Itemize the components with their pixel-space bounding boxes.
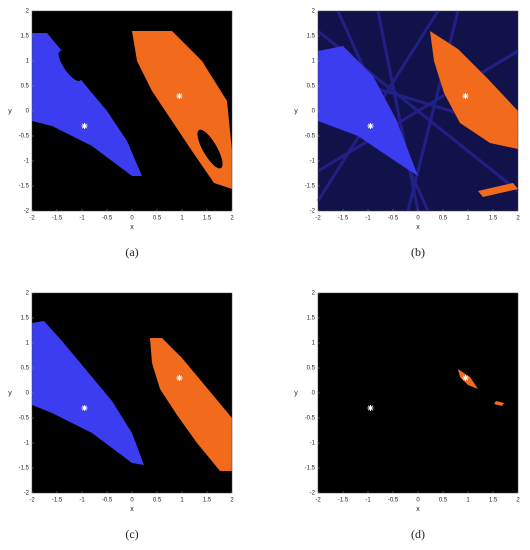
caption: (d) bbox=[411, 527, 425, 541]
basin-plot bbox=[316, 10, 519, 212]
y-tick-label: -1.5 bbox=[305, 184, 316, 190]
y-tick-label: 0 bbox=[312, 391, 316, 397]
x-tick-label: -2 bbox=[315, 498, 321, 504]
y-tick-label: 0.5 bbox=[21, 84, 30, 90]
x-tick-label: 2 bbox=[230, 498, 234, 504]
y-tick-label: 0 bbox=[26, 391, 30, 397]
x-tick-label: -1 bbox=[79, 498, 85, 504]
y-tick-label: -0.5 bbox=[19, 416, 30, 422]
root-marker bbox=[81, 123, 88, 129]
y-tick-label: 1 bbox=[26, 341, 30, 347]
root-marker bbox=[176, 93, 183, 99]
x-tick-label: 1 bbox=[180, 498, 184, 504]
y-tick-label: 1.5 bbox=[21, 34, 30, 40]
root-marker bbox=[367, 123, 374, 129]
x-tick-label: 1 bbox=[466, 498, 470, 504]
x-tick-label: 1 bbox=[180, 216, 184, 222]
x-tick-label: 1 bbox=[466, 216, 470, 222]
x-axis-label: x bbox=[416, 506, 420, 513]
y-tick-label: 1.5 bbox=[307, 34, 316, 40]
y-tick-label: 0.5 bbox=[21, 366, 30, 372]
x-tick-label: -0.5 bbox=[102, 498, 113, 504]
y-tick-label: 0 bbox=[26, 109, 30, 115]
x-tick-label: -0.5 bbox=[388, 498, 399, 504]
x-tick-label: 0.5 bbox=[153, 498, 162, 504]
y-tick-label: 0.5 bbox=[307, 84, 316, 90]
y-tick-label: 1 bbox=[312, 59, 316, 65]
y-tick-label: -0.5 bbox=[305, 134, 316, 140]
x-tick-label: 2 bbox=[516, 498, 520, 504]
x-tick-label: -1 bbox=[365, 498, 371, 504]
y-tick-label: -1 bbox=[310, 441, 316, 447]
y-axis-label: y bbox=[294, 108, 298, 115]
x-tick-label: -2 bbox=[29, 498, 35, 504]
y-tick-label: 2 bbox=[26, 9, 30, 15]
caption: (c) bbox=[125, 527, 138, 541]
x-tick-label: 2 bbox=[230, 216, 234, 222]
y-tick-label: -0.5 bbox=[19, 134, 30, 140]
x-axis-label: x bbox=[130, 224, 134, 231]
y-tick-label: 0.5 bbox=[307, 366, 316, 372]
x-tick-label: 0.5 bbox=[153, 216, 162, 222]
y-tick-label: -0.5 bbox=[305, 416, 316, 422]
x-tick-label: 1.5 bbox=[489, 498, 498, 504]
y-tick-label: -1 bbox=[24, 159, 30, 165]
y-tick-label: 1.5 bbox=[21, 316, 30, 322]
root-marker bbox=[81, 405, 88, 411]
x-tick-label: -2 bbox=[315, 216, 321, 222]
y-tick-label: 2 bbox=[312, 9, 316, 15]
x-tick-label: 0 bbox=[130, 216, 134, 222]
x-tick-label: 0.5 bbox=[439, 498, 448, 504]
x-tick-label: 0 bbox=[416, 216, 420, 222]
y-tick-label: -2 bbox=[310, 209, 316, 215]
y-tick-label: -2 bbox=[24, 491, 30, 497]
x-tick-label: -1 bbox=[79, 216, 85, 222]
y-tick-label: 1.5 bbox=[307, 316, 316, 322]
x-tick-label: 2 bbox=[516, 216, 520, 222]
y-tick-label: -2 bbox=[24, 209, 30, 215]
y-tick-label: 2 bbox=[26, 291, 30, 297]
x-tick-label: -1.5 bbox=[52, 216, 63, 222]
basin-plot bbox=[318, 293, 518, 493]
y-tick-label: -1.5 bbox=[305, 466, 316, 472]
y-axis-label: y bbox=[8, 390, 12, 397]
x-tick-label: -1.5 bbox=[52, 498, 63, 504]
y-tick-label: 2 bbox=[312, 291, 316, 297]
x-axis-label: x bbox=[130, 506, 134, 513]
y-tick-label: -1.5 bbox=[19, 184, 30, 190]
x-tick-label: 1.5 bbox=[489, 216, 498, 222]
y-tick-label: 1 bbox=[312, 341, 316, 347]
root-marker bbox=[176, 375, 183, 381]
root-marker bbox=[367, 405, 374, 411]
y-tick-label: -2 bbox=[310, 491, 316, 497]
y-tick-label: -1 bbox=[24, 441, 30, 447]
basin-plot bbox=[32, 11, 232, 211]
caption: (a) bbox=[125, 245, 138, 259]
y-axis-label: y bbox=[294, 390, 298, 397]
x-tick-label: 0 bbox=[416, 498, 420, 504]
y-tick-label: -1 bbox=[310, 159, 316, 165]
x-tick-label: -2 bbox=[29, 216, 35, 222]
x-tick-label: 0 bbox=[130, 498, 134, 504]
x-tick-label: -0.5 bbox=[388, 216, 399, 222]
x-tick-label: 0.5 bbox=[439, 216, 448, 222]
y-tick-label: -1.5 bbox=[19, 466, 30, 472]
x-tick-label: -1.5 bbox=[338, 498, 349, 504]
y-tick-label: 0 bbox=[312, 109, 316, 115]
x-tick-label: -1.5 bbox=[338, 216, 349, 222]
y-axis-label: y bbox=[8, 108, 12, 115]
x-tick-label: -0.5 bbox=[102, 216, 113, 222]
x-tick-label: -1 bbox=[365, 216, 371, 222]
y-tick-label: 1 bbox=[26, 59, 30, 65]
root-marker bbox=[462, 93, 469, 99]
basin-plot bbox=[32, 293, 232, 493]
root-marker bbox=[462, 375, 469, 381]
x-axis-label: x bbox=[416, 224, 420, 231]
caption: (b) bbox=[411, 245, 425, 259]
x-tick-label: 1.5 bbox=[203, 498, 212, 504]
x-tick-label: 1.5 bbox=[203, 216, 212, 222]
